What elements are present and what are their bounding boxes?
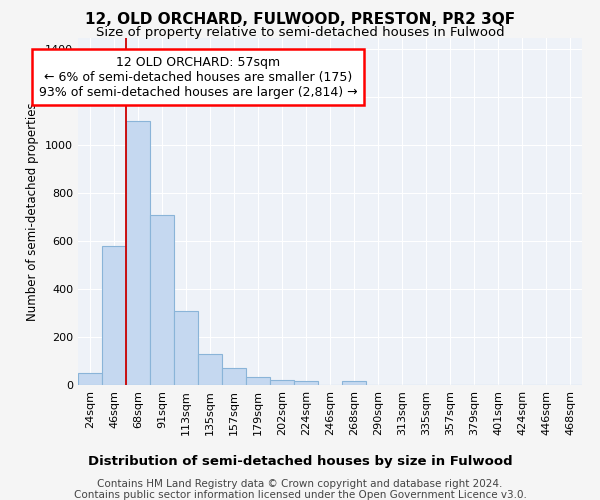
Bar xyxy=(342,381,366,385)
Bar xyxy=(246,376,270,385)
Text: 12 OLD ORCHARD: 57sqm
← 6% of semi-detached houses are smaller (175)
93% of semi: 12 OLD ORCHARD: 57sqm ← 6% of semi-detac… xyxy=(38,56,358,98)
Text: 12, OLD ORCHARD, FULWOOD, PRESTON, PR2 3QF: 12, OLD ORCHARD, FULWOOD, PRESTON, PR2 3… xyxy=(85,12,515,28)
Text: Distribution of semi-detached houses by size in Fulwood: Distribution of semi-detached houses by … xyxy=(88,455,512,468)
Bar xyxy=(102,246,126,385)
Text: Contains public sector information licensed under the Open Government Licence v3: Contains public sector information licen… xyxy=(74,490,526,500)
Text: Size of property relative to semi-detached houses in Fulwood: Size of property relative to semi-detach… xyxy=(95,26,505,39)
Bar xyxy=(78,374,102,385)
Bar xyxy=(126,122,150,385)
Bar xyxy=(222,368,246,385)
Text: Contains HM Land Registry data © Crown copyright and database right 2024.: Contains HM Land Registry data © Crown c… xyxy=(97,479,503,489)
Bar xyxy=(150,215,174,385)
Bar xyxy=(198,354,222,385)
Bar xyxy=(294,382,318,385)
Bar xyxy=(270,380,294,385)
Y-axis label: Number of semi-detached properties: Number of semi-detached properties xyxy=(26,102,40,320)
Bar xyxy=(174,311,198,385)
